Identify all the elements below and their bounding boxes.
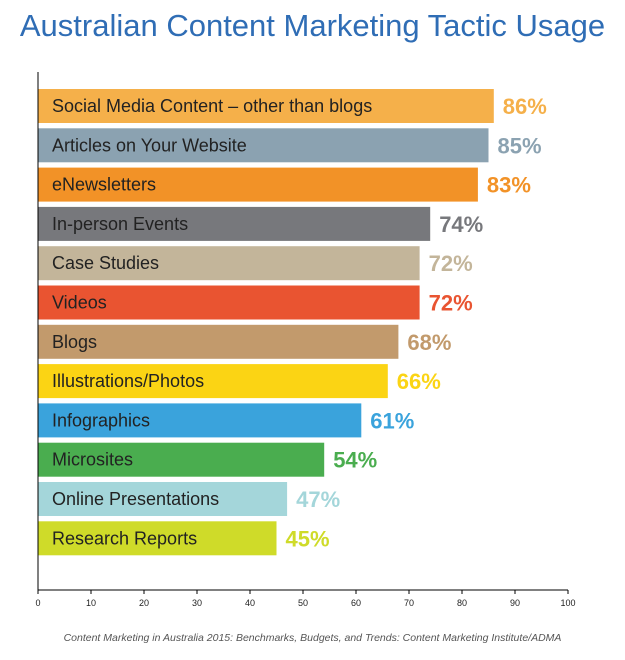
value-label: 72% <box>429 291 473 316</box>
bar-label: Microsites <box>52 450 133 470</box>
bar-row: Microsites 54% <box>38 442 377 477</box>
bar-label: Research Reports <box>52 528 197 548</box>
value-label: 85% <box>498 133 542 158</box>
x-tick-label: 70 <box>404 598 414 608</box>
bar-row: In-person Events 74% <box>38 206 483 241</box>
x-tick-label: 30 <box>192 598 202 608</box>
value-label: 74% <box>439 212 483 237</box>
bar-row: Online Presentations 47% <box>38 482 340 516</box>
bar <box>38 364 388 399</box>
x-tick-label: 40 <box>245 598 255 608</box>
bar-label: eNewsletters <box>52 175 156 195</box>
bar-row: Blogs 68% <box>38 324 451 359</box>
bar-label: Videos <box>52 293 107 313</box>
bar-row: Social Media Content – other than blogs 8… <box>38 89 547 123</box>
bar <box>38 324 399 359</box>
bar <box>38 89 494 123</box>
bar-label: Articles on Your Website <box>52 135 247 155</box>
x-axis: 0 10 20 30 40 50 60 70 80 90 100 <box>35 72 576 608</box>
bar <box>38 442 325 477</box>
value-label: 47% <box>296 487 340 512</box>
value-label: 72% <box>429 251 473 276</box>
value-label: 66% <box>397 369 441 394</box>
bar-label: Case Studies <box>52 253 159 273</box>
bar <box>38 482 288 516</box>
x-tick-label: 90 <box>510 598 520 608</box>
bar-row: Articles on Your Website 85% <box>38 128 542 163</box>
bar <box>38 246 420 281</box>
bar <box>38 167 478 202</box>
value-label: 45% <box>286 526 330 551</box>
x-tick-label: 50 <box>298 598 308 608</box>
bar <box>38 521 277 556</box>
x-tick-label: 20 <box>139 598 149 608</box>
bar-label: In-person Events <box>52 214 188 234</box>
value-label: 54% <box>333 448 377 473</box>
bar-label: Social Media Content – other than blogs <box>52 96 372 116</box>
bar-label: Illustrations/Photos <box>52 371 204 391</box>
bar-row: Videos 72% <box>38 285 473 320</box>
bar <box>38 285 420 320</box>
value-label: 61% <box>370 408 414 433</box>
bar <box>38 206 431 241</box>
x-tick-label: 60 <box>351 598 361 608</box>
bar-row: Research Reports 45% <box>38 521 330 556</box>
bar <box>38 128 489 163</box>
bar-row: Case Studies 72% <box>38 246 473 281</box>
bar-label: Infographics <box>52 410 150 430</box>
x-tick-label: 0 <box>35 598 40 608</box>
x-tick-label: 80 <box>457 598 467 608</box>
bar-label: Online Presentations <box>52 489 219 509</box>
source-note: Content Marketing in Australia 2015: Ben… <box>63 632 562 644</box>
bar-row: Illustrations/Photos 66% <box>38 364 441 399</box>
value-label: 68% <box>407 330 451 355</box>
value-label: 86% <box>503 94 547 119</box>
bars-layer: Social Media Content – other than blogs 8… <box>38 89 547 556</box>
bar <box>38 403 362 438</box>
x-tick-label: 10 <box>86 598 96 608</box>
bar-row: Infographics 61% <box>38 403 414 438</box>
bar-row: eNewsletters 83% <box>38 167 531 202</box>
bar-label: Blogs <box>52 332 97 352</box>
x-tick-label: 100 <box>560 598 575 608</box>
chart-title: Australian Content Marketing Tactic Usag… <box>19 8 606 43</box>
value-label: 83% <box>487 173 531 198</box>
